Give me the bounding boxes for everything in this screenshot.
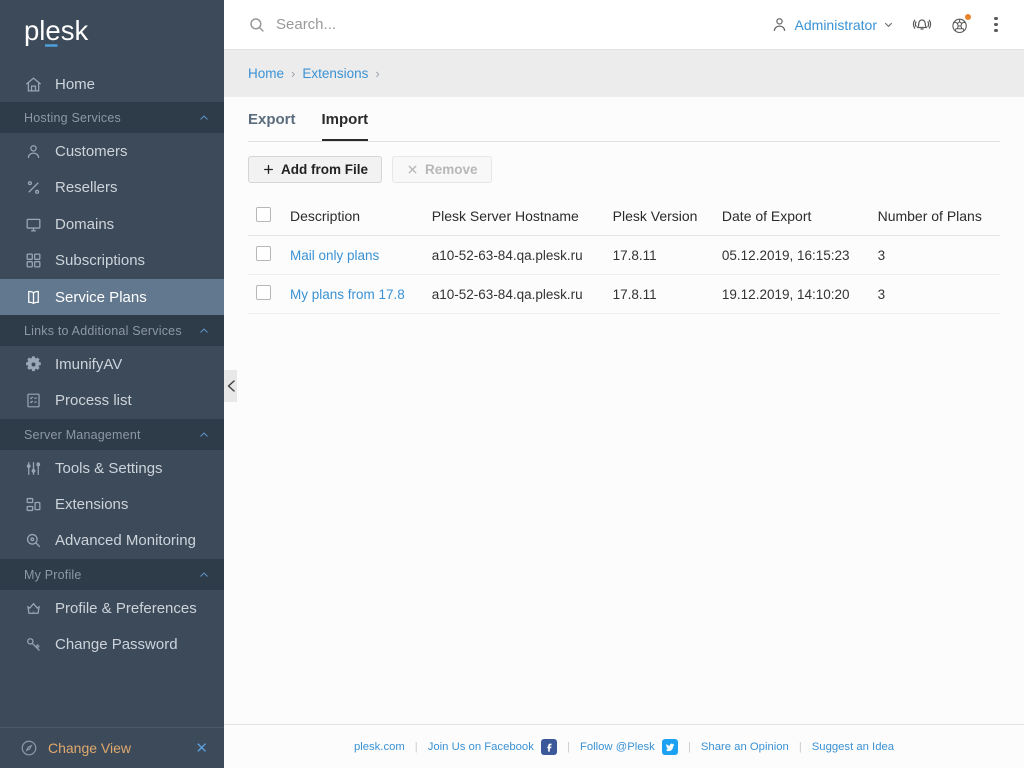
svg-text:plesk: plesk	[24, 17, 88, 46]
